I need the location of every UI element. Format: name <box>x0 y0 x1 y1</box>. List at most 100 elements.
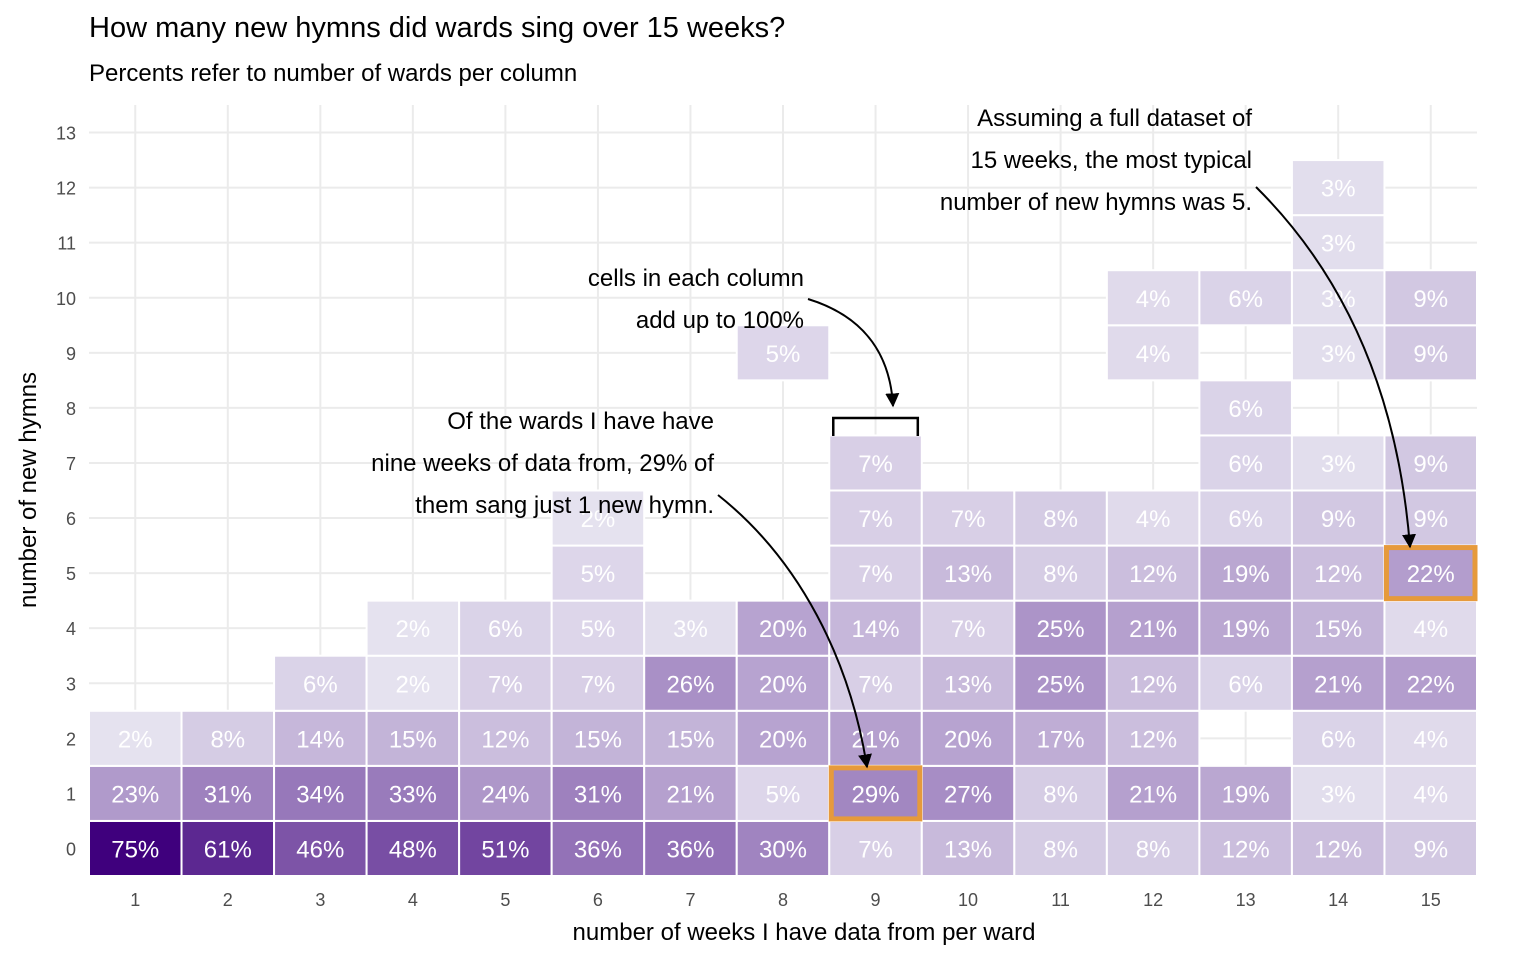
cell-rect <box>643 764 738 822</box>
cell-label: 22% <box>1407 671 1455 698</box>
cell-rect <box>828 764 923 822</box>
y-tick-label: 13 <box>56 124 76 144</box>
annotation-arrow <box>1255 186 1416 549</box>
cell-label: 9% <box>1413 836 1448 863</box>
heatmap-cell: 31% <box>180 764 276 822</box>
x-axis-label: number of weeks I have data from per war… <box>573 919 1036 946</box>
heatmap-cell: 7% <box>550 654 646 712</box>
cell-label: 23% <box>111 781 159 808</box>
cell-rect <box>643 819 738 878</box>
heatmap-cell: 51% <box>458 819 553 878</box>
heatmap-cell: 2% <box>88 709 183 767</box>
cell-label: 15% <box>389 726 437 753</box>
heatmap-cell: 22% <box>1383 654 1479 712</box>
cell-label: 14% <box>852 616 900 643</box>
cell-label: 12% <box>1222 836 1270 863</box>
cell-label: 12% <box>1314 561 1362 588</box>
heatmap-cell: 8% <box>1013 489 1108 547</box>
heatmap-cell: 3% <box>1290 159 1386 217</box>
x-tick-label: 8 <box>778 890 788 910</box>
heatmap-cell: 36% <box>550 819 646 878</box>
cell-label: 51% <box>481 836 529 863</box>
heatmap-cell: 33% <box>365 764 461 822</box>
cell-label: 6% <box>1228 506 1263 533</box>
column-bracket <box>832 416 920 436</box>
heatmap-cell: 20% <box>735 709 831 767</box>
heatmap-cell: 8% <box>1013 544 1108 602</box>
heatmap-cell: 12% <box>1105 709 1201 767</box>
cell-label: 3% <box>1321 231 1356 258</box>
cell-label: 9% <box>1413 341 1448 368</box>
heatmap-cell: 12% <box>1290 544 1386 602</box>
cell-label: 4% <box>1413 726 1448 753</box>
heatmap-cell: 21% <box>1105 599 1201 657</box>
cell-rect <box>550 654 646 712</box>
cell-label: 7% <box>951 506 986 533</box>
heatmap-cell: 8% <box>1105 819 1201 878</box>
cell-rect <box>1013 599 1108 657</box>
y-tick-label: 5 <box>66 564 76 584</box>
heatmap-cell: 15% <box>643 709 738 767</box>
cell-label: 2% <box>118 726 153 753</box>
heatmap-cell: 12% <box>1105 654 1201 712</box>
cell-label: 15% <box>1314 616 1362 643</box>
cell-label: 9% <box>1413 286 1448 313</box>
cell-label: 26% <box>666 671 714 698</box>
heatmap-cell: 21% <box>1105 764 1201 822</box>
cell-rect <box>180 709 276 767</box>
heatmap-cell: 15% <box>365 709 461 767</box>
heatmap-cell: 6% <box>1290 709 1386 767</box>
annotation: cells in each column add up to 100% <box>588 265 900 408</box>
heatmap-cell: 6% <box>1198 269 1293 327</box>
heatmap-cell: 9% <box>1383 269 1479 327</box>
cell-label: 7% <box>858 836 893 863</box>
cell-rect <box>1013 709 1108 767</box>
heatmap-cell: 6% <box>1198 654 1293 712</box>
cell-label: 33% <box>389 781 437 808</box>
annotation: Of the wards I have have nine weeks of da… <box>371 408 872 769</box>
cell-label: 5% <box>581 561 616 588</box>
heatmap-cell: 21% <box>643 764 738 822</box>
heatmap-cell: 7% <box>920 489 1016 547</box>
heatmap-cell: 8% <box>1013 819 1108 878</box>
heatmap-cell: 3% <box>643 599 738 657</box>
cell-rect <box>1290 434 1386 492</box>
x-tick-label: 7 <box>685 890 695 910</box>
heatmap-cell: 27% <box>920 764 1016 822</box>
heatmap-cell: 20% <box>920 709 1016 767</box>
heatmap-cell: 14% <box>828 599 923 657</box>
heatmap-cell: 15% <box>1290 599 1386 657</box>
cell-label: 5% <box>766 341 801 368</box>
cell-rect <box>1198 269 1293 327</box>
cell-label: 34% <box>296 781 344 808</box>
cell-rect <box>1198 764 1293 822</box>
cell-label: 30% <box>759 836 807 863</box>
heatmap-cell: 20% <box>735 599 831 657</box>
cell-label: 29% <box>852 781 900 808</box>
cell-label: 6% <box>1228 671 1263 698</box>
heatmap-cell: 25% <box>1013 599 1108 657</box>
cell-label: 5% <box>581 616 616 643</box>
y-tick-label: 12 <box>56 179 76 199</box>
x-tick-label: 11 <box>1051 890 1070 910</box>
cell-rect <box>1383 269 1479 327</box>
heatmap-cell: 2% <box>365 654 461 712</box>
cell-label: 24% <box>481 781 529 808</box>
cell-rect <box>1105 709 1201 767</box>
cell-label: 8% <box>1136 836 1171 863</box>
cell-label: 19% <box>1222 781 1270 808</box>
x-tick-label: 9 <box>871 890 881 910</box>
heatmap-cell: 4% <box>1105 269 1201 327</box>
heatmap-cell: 5% <box>735 324 831 382</box>
cell-rect <box>273 709 368 767</box>
cell-rect <box>365 599 461 657</box>
heatmap-cell: 12% <box>1105 544 1201 602</box>
cell-label: 8% <box>1043 781 1078 808</box>
heatmap-cell: 4% <box>1383 709 1479 767</box>
cell-label: 31% <box>574 781 622 808</box>
x-tick-label: 10 <box>958 890 978 910</box>
cell-label: 6% <box>1228 451 1263 478</box>
heatmap-cell: 6% <box>1198 379 1293 437</box>
